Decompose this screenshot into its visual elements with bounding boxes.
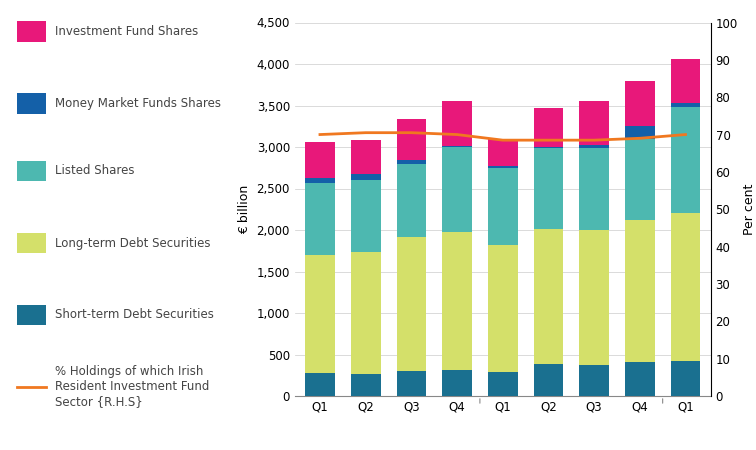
Bar: [305, 255, 335, 373]
Bar: [579, 365, 609, 396]
Bar: [625, 126, 655, 139]
Bar: [534, 108, 563, 147]
Y-axis label: € billion: € billion: [238, 184, 251, 234]
Bar: [442, 232, 472, 370]
Bar: [351, 180, 380, 252]
Bar: [534, 229, 563, 364]
Bar: [671, 103, 700, 107]
Bar: [351, 140, 380, 174]
Bar: [579, 144, 609, 148]
Text: Short-term Debt Securities: Short-term Debt Securities: [54, 309, 213, 321]
Bar: [351, 174, 380, 180]
Bar: [671, 59, 700, 103]
Bar: [534, 148, 563, 229]
Bar: [396, 119, 426, 160]
Text: Listed Shares: Listed Shares: [54, 165, 134, 177]
FancyBboxPatch shape: [17, 233, 46, 253]
Bar: [396, 237, 426, 371]
Bar: [305, 143, 335, 178]
Bar: [625, 220, 655, 361]
Bar: [396, 164, 426, 237]
Bar: [305, 178, 335, 183]
Bar: [579, 148, 609, 230]
Bar: [579, 100, 609, 144]
Bar: [442, 370, 472, 396]
Bar: [625, 361, 655, 396]
FancyBboxPatch shape: [17, 305, 46, 325]
Text: Money Market Funds Shares: Money Market Funds Shares: [54, 97, 221, 110]
Y-axis label: Per cent: Per cent: [743, 184, 756, 235]
Bar: [488, 372, 518, 396]
FancyBboxPatch shape: [17, 21, 46, 41]
Text: Long-term Debt Securities: Long-term Debt Securities: [54, 237, 210, 249]
Bar: [488, 168, 518, 245]
Bar: [396, 160, 426, 164]
Bar: [488, 166, 518, 168]
Bar: [579, 230, 609, 365]
FancyBboxPatch shape: [17, 161, 46, 181]
Bar: [351, 252, 380, 374]
Bar: [442, 100, 472, 146]
Bar: [625, 81, 655, 126]
Bar: [534, 147, 563, 148]
Bar: [488, 139, 518, 166]
FancyBboxPatch shape: [17, 93, 46, 113]
Text: Investment Fund Shares: Investment Fund Shares: [54, 25, 198, 38]
Bar: [442, 148, 472, 232]
Bar: [442, 146, 472, 148]
Bar: [396, 371, 426, 396]
Bar: [625, 139, 655, 220]
Bar: [305, 373, 335, 396]
Text: % Holdings of which Irish
Resident Investment Fund
Sector {R.H.S}: % Holdings of which Irish Resident Inves…: [54, 365, 209, 409]
Bar: [488, 245, 518, 372]
Bar: [305, 183, 335, 255]
Bar: [351, 374, 380, 396]
Bar: [671, 212, 700, 361]
Bar: [534, 364, 563, 396]
Bar: [671, 107, 700, 212]
Bar: [671, 361, 700, 396]
